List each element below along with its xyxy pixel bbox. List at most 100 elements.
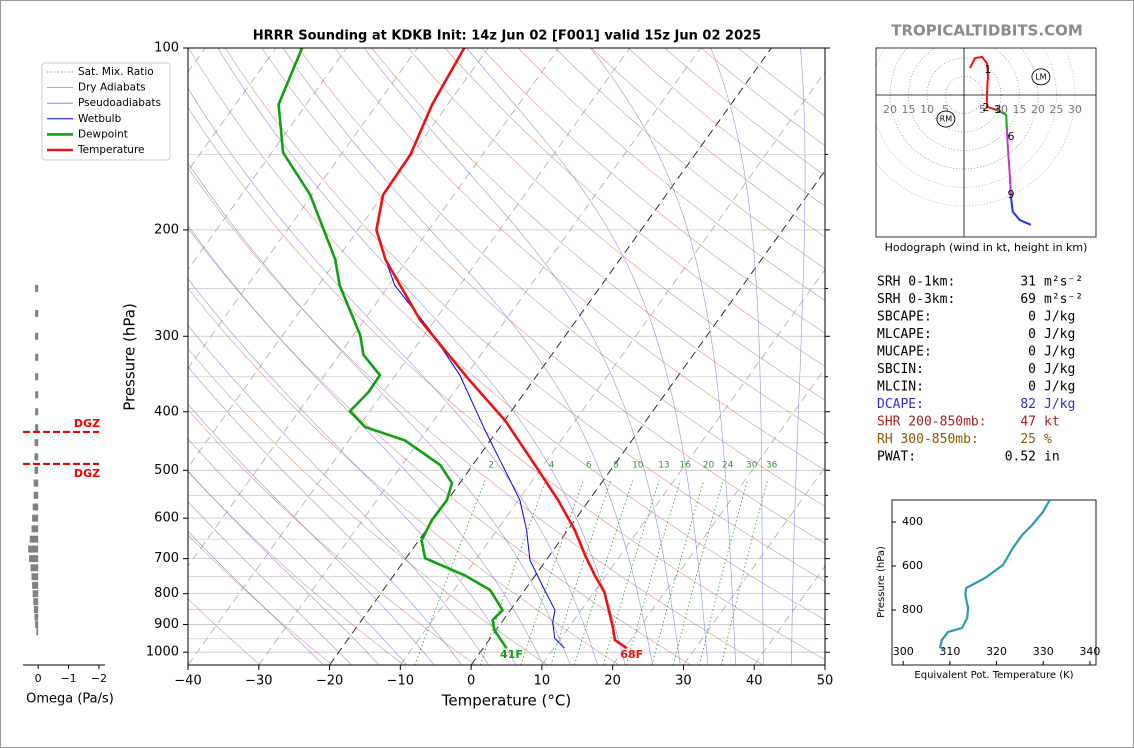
y-tick-label: 1000 [146, 645, 179, 660]
omega-bar [29, 535, 39, 543]
isotherm [541, 268, 825, 665]
pseudoadiabat [188, 501, 352, 665]
pseudoadiabat [188, 162, 571, 665]
mixing-ratio-label: 2 [488, 461, 494, 471]
index-value: 31 [1020, 275, 1036, 290]
pseudoadiabat [188, 438, 408, 665]
y-tick-label: 800 [154, 586, 179, 601]
index-unit: m²s⁻² [1044, 292, 1083, 307]
mixing-ratio-label: 36 [766, 461, 778, 471]
x-tick-label: 310 [939, 645, 960, 658]
ring-label: 15 [1012, 103, 1026, 116]
x-tick-label: −10 [387, 674, 414, 689]
x-tick-label: 0 [467, 674, 475, 689]
storm-motion-marker [1031, 68, 1051, 86]
x-tick-label: 320 [986, 645, 1007, 658]
legend-label: Pseudoadiabats [78, 97, 161, 109]
index-label: SRH 0-1km: [877, 275, 955, 290]
omega-bar [31, 525, 39, 533]
storm-motion-marker [936, 110, 956, 128]
omega-bar [35, 284, 39, 292]
omega-bar [35, 408, 39, 416]
mixing-ratio-line [672, 480, 724, 665]
index-label: SHR 200-850mb: [877, 415, 987, 430]
ring-label: 10 [994, 103, 1008, 116]
x-tick-label: 340 [1079, 645, 1100, 658]
dry-adiabat [481, 48, 825, 334]
ring-label: 30 [1068, 103, 1082, 116]
x-tick-label: 40 [746, 674, 763, 689]
index-unit: % [1044, 432, 1052, 447]
legend-box [41, 62, 171, 161]
index-value: 0 [1028, 310, 1036, 325]
y-tick-label: 400 [902, 515, 923, 528]
index-value: 82 [1020, 397, 1036, 412]
hodograph-caption: Hodograph (wind in kt, height in km) [885, 241, 1088, 254]
x-tick-label: 50 [817, 674, 834, 689]
mixing-ratio-label: 8 [613, 461, 619, 471]
pseudoadiabat [364, 48, 681, 665]
pseudoadiabat [188, 278, 517, 665]
omega-bar [28, 545, 39, 553]
index-value: 25 [1020, 432, 1036, 447]
dgz-label: DGZ [74, 417, 100, 430]
x-tick-label: −1 [60, 672, 76, 685]
ring-label: 25 [1049, 103, 1063, 116]
x-tick-label: 10 [534, 674, 551, 689]
mixing-ratio-label: 13 [658, 461, 669, 471]
isotherm [188, 48, 560, 567]
dry-adiabat [334, 48, 825, 471]
hodograph-line [1010, 197, 1032, 226]
x-tick-label: −40 [174, 674, 201, 689]
index-label: PWAT: [877, 450, 916, 465]
dry-adiabat [261, 48, 825, 544]
legend-label: Temperature [77, 144, 145, 156]
omega-bar [35, 621, 39, 629]
omega-bar [35, 391, 39, 399]
omega-bar [35, 309, 39, 317]
mixing-ratio-line [626, 480, 681, 665]
dry-adiabat [188, 167, 763, 665]
index-value: 0 [1028, 380, 1036, 395]
pseudoadiabat [710, 48, 764, 665]
hodograph-line [1005, 130, 1012, 198]
index-unit: J/kg [1044, 380, 1075, 395]
index-label: MLCAPE: [877, 327, 932, 342]
pseudoadiabat [188, 403, 435, 665]
omega-bar [33, 606, 39, 614]
index-value: 0 [1028, 345, 1036, 360]
pseudoadiabat [590, 48, 737, 665]
profile-plot [938, 500, 1051, 652]
isotherm [188, 48, 631, 665]
dry-adiabat [224, 48, 825, 582]
legend-label: Dewpoint [78, 128, 128, 140]
indices-panel: SRH 0-1km: 31 m²s⁻² SRH 0-3km: 69 m²s⁻² SBCAPE… [877, 275, 1083, 465]
index-value: 47 [1020, 415, 1036, 430]
index-label: DCAPE: [877, 397, 924, 412]
legend-label: Wetbulb [78, 113, 122, 125]
x-tick-label: 20 [604, 674, 621, 689]
height-label: 1 [985, 63, 992, 76]
hodograph-line [996, 109, 1008, 131]
legend-label: Dry Adiabats [78, 82, 146, 94]
x-tick-label: −20 [316, 674, 343, 689]
site-name: TROPICALTIDBITS.COM [891, 22, 1083, 40]
x-tick-label: 0 [35, 672, 42, 685]
dry-adiabat [188, 598, 261, 665]
highlight-isotherm [470, 169, 825, 665]
index-unit: m²s⁻² [1044, 275, 1083, 290]
mixing-ratio-label: 6 [586, 461, 592, 471]
ring-label: 10 [920, 103, 934, 116]
profile-line [938, 500, 1051, 652]
skewt-plot [188, 48, 825, 665]
ring-label: 20 [1031, 103, 1045, 116]
x-tick-label: −2 [91, 672, 107, 685]
y-tick-label: 200 [154, 222, 179, 237]
dry-adiabat [188, 409, 476, 665]
y-tick-label: 600 [154, 511, 179, 526]
ring-label: 5 [979, 103, 986, 116]
storm-motion-label: LM [1035, 72, 1046, 81]
dry-adiabat [408, 48, 825, 401]
mixing-ratio-line [651, 480, 705, 665]
